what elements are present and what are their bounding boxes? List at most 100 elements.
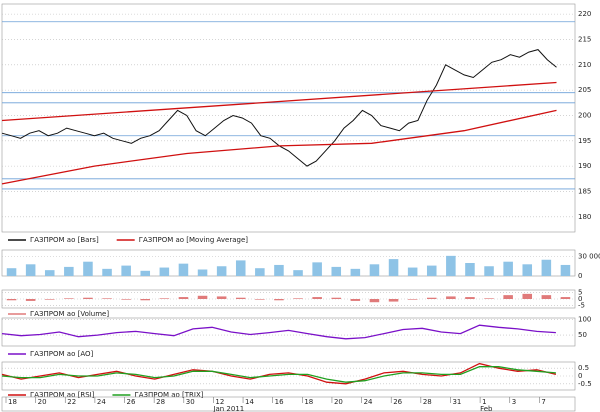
legend-label: ГАЗПРОМ ао [TRIX] (134, 391, 203, 399)
bar (197, 295, 208, 299)
month-label: Jan 2011 (212, 405, 244, 412)
bar (522, 264, 533, 276)
bar (140, 299, 151, 301)
bar (102, 268, 112, 276)
bar (216, 266, 227, 276)
x-tick-label: 16 (275, 398, 284, 406)
bar (388, 299, 399, 302)
bar (274, 264, 284, 276)
series-line (1, 366, 556, 383)
bar (465, 297, 475, 299)
series-line (1, 109, 557, 185)
y-tick-label: 0 (578, 272, 582, 280)
y-tick-label: 5 (578, 289, 582, 297)
x-tick-label: 31 (452, 398, 461, 406)
bar (446, 255, 456, 276)
y-tick-label: 180 (578, 213, 591, 221)
bar (407, 299, 418, 300)
bar (484, 298, 494, 299)
x-tick-label: 30 (186, 398, 195, 406)
series-line (1, 362, 557, 385)
bar (484, 266, 494, 276)
bar (121, 299, 131, 300)
bar (560, 264, 571, 276)
bar (44, 299, 55, 300)
legend-label: ГАЗПРОМ ао [Bars] (30, 236, 99, 244)
x-tick-label: 28 (423, 398, 432, 406)
y-tick-label: 50 (578, 331, 587, 339)
y-tick-label: 215 (578, 35, 591, 43)
bar (121, 265, 131, 276)
series-line (1, 81, 557, 122)
y-tick-label: 200 (578, 111, 591, 119)
y-tick-label: 30 000 000 (578, 253, 600, 261)
bar (503, 295, 513, 299)
bar (331, 266, 342, 276)
x-tick-label: 28 (156, 398, 165, 406)
bar (541, 259, 552, 276)
bar (407, 267, 418, 276)
y-tick-label: 0.5 (578, 364, 589, 372)
bar (235, 297, 246, 299)
bar (446, 296, 456, 299)
y-tick-label: -0.5 (578, 380, 592, 388)
y-tick-label: 220 (578, 10, 591, 18)
bar (255, 299, 265, 300)
bar (541, 295, 552, 299)
pane-frame (1, 249, 576, 277)
legend-label: ГАЗПРОМ ао [AO] (30, 350, 94, 358)
legend-label: ГАЗПРОМ ао [RSI] (30, 391, 95, 399)
bar (369, 264, 380, 276)
bar (235, 260, 246, 276)
month-label: Feb (480, 405, 493, 412)
bar (64, 298, 74, 299)
bar (159, 298, 170, 299)
x-tick-label: 24 (364, 398, 373, 406)
bar (331, 297, 342, 299)
bar (6, 299, 17, 301)
y-tick-label: 195 (578, 137, 591, 145)
x-tick-label: 26 (127, 398, 136, 406)
bar (274, 299, 284, 301)
time-axis (1, 396, 576, 412)
y-tick-label: 100 (578, 316, 591, 324)
legend-label: ГАЗПРОМ ао [Volume] (30, 310, 109, 318)
bar (83, 261, 93, 276)
y-tick-label: 185 (578, 187, 591, 195)
x-tick-label: 20 (38, 398, 47, 406)
x-tick-label: 3 (512, 398, 516, 406)
bar (388, 259, 399, 276)
bar (159, 267, 170, 276)
bar (178, 263, 189, 276)
bar (503, 261, 513, 276)
bar (255, 268, 265, 276)
y-tick-label: 190 (578, 162, 591, 170)
series-line (1, 324, 556, 340)
bar (522, 293, 533, 299)
bar (25, 299, 36, 301)
bar (426, 265, 437, 276)
bar (83, 297, 93, 299)
bar (293, 270, 303, 276)
bar (465, 263, 475, 276)
bar (25, 264, 36, 276)
pane-frame (1, 3, 576, 233)
pane-frame (1, 317, 576, 347)
x-tick-label: 24 (97, 398, 106, 406)
x-tick-label: 22 (67, 398, 76, 406)
x-tick-label: 26 (393, 398, 402, 406)
y-tick-label: -5 (578, 301, 585, 309)
x-tick-label: 20 (334, 398, 343, 406)
bar (216, 296, 227, 299)
bar (312, 262, 322, 276)
x-tick-label: 18 (304, 398, 313, 406)
bar (140, 270, 151, 276)
bar (293, 298, 303, 299)
bar (369, 299, 380, 303)
bar (350, 299, 361, 301)
bar (44, 270, 55, 276)
y-tick-label: 0 (578, 372, 582, 380)
bar (102, 298, 112, 299)
